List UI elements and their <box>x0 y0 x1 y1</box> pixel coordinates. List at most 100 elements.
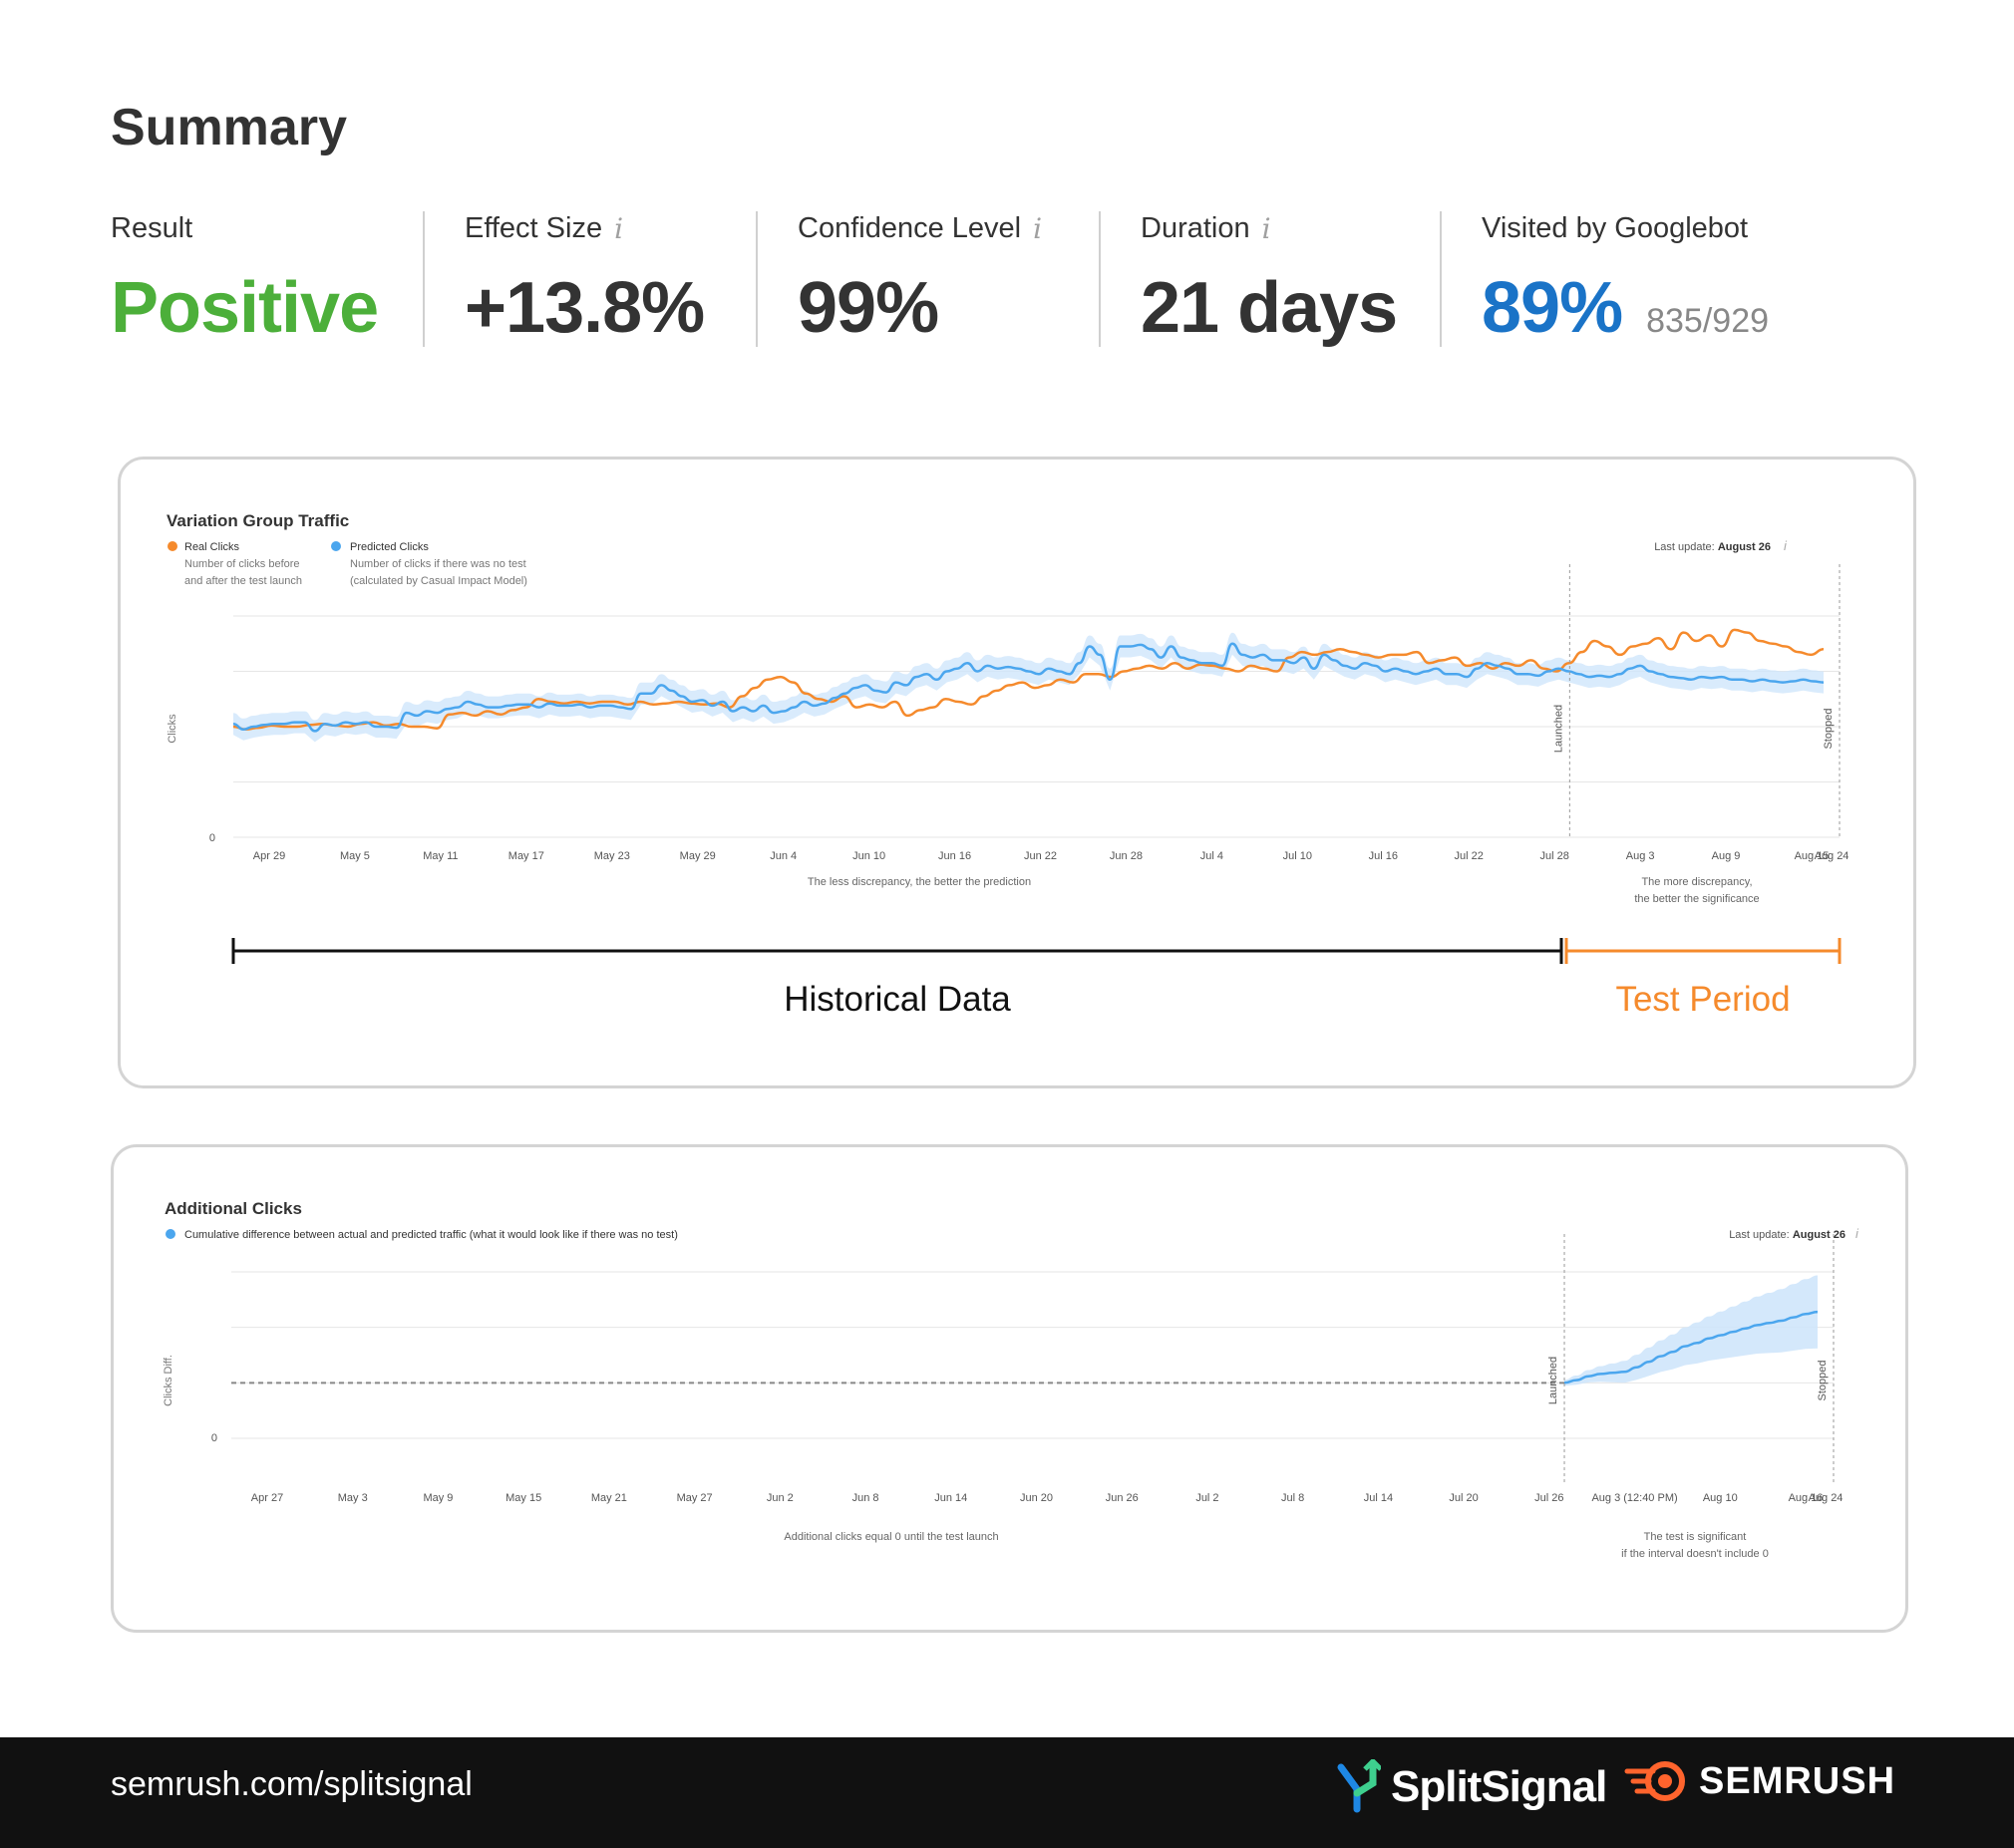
additional-clicks-card: Additional Clicks Cumulative difference … <box>111 1144 1908 1633</box>
metric-googlebot: Visited by Googlebot 89% 835/929 <box>1482 212 1769 348</box>
duration-value: 21 days <box>1141 268 1398 348</box>
x-tick-label: Apr 27 <box>251 1492 283 1504</box>
x-tick-label: May 29 <box>680 850 716 862</box>
note-discrepancy: the better the significance <box>1634 893 1759 905</box>
googlebot-count: 835/929 <box>1646 302 1770 340</box>
divider <box>1099 211 1101 347</box>
metric-duration: Duration i 21 days <box>1141 212 1398 348</box>
semrush-icon <box>1624 1761 1685 1801</box>
chart-title: Additional Clicks <box>165 1199 302 1218</box>
x-tick-label: Aug 16 <box>1789 1492 1824 1504</box>
footer: semrush.com/splitsignal SplitSignal SEMR… <box>0 1737 2014 1848</box>
x-tick-label: Jul 10 <box>1283 850 1312 862</box>
info-icon[interactable]: i <box>614 212 624 245</box>
metric-result: Result Positive <box>111 212 379 348</box>
info-icon[interactable]: i <box>1784 538 1788 553</box>
x-tick-label: Jun 8 <box>852 1492 879 1504</box>
x-tick-label: Jul 22 <box>1455 850 1484 862</box>
x-tick-label: Aug 10 <box>1703 1492 1738 1504</box>
last-update: Last update: August 26 <box>1729 1229 1846 1241</box>
confidence-value: 99% <box>798 268 939 348</box>
divider <box>756 211 758 347</box>
x-tick-label: May 17 <box>508 850 544 862</box>
result-value: Positive <box>111 268 379 348</box>
x-tick-label: May 3 <box>338 1492 368 1504</box>
x-tick-label: Jul 16 <box>1369 850 1398 862</box>
legend-real-name: Real Clicks <box>184 541 240 553</box>
x-tick-label: Jul 26 <box>1534 1492 1563 1504</box>
x-tick-label: May 21 <box>591 1492 627 1504</box>
y-zero-label: 0 <box>211 1432 217 1444</box>
y-zero-label: 0 <box>209 832 215 844</box>
googlebot-label: Visited by Googlebot <box>1482 212 1749 244</box>
info-icon[interactable]: i <box>1855 1226 1859 1241</box>
x-tick-label: May 27 <box>677 1492 713 1504</box>
x-tick-label: Aug 3 (12:40 PM) <box>1591 1492 1677 1504</box>
x-tick-label: Aug 24 <box>1809 1492 1844 1504</box>
x-tick-label: Jun 2 <box>767 1492 794 1504</box>
note-prediction: The less discrepancy, the better the pre… <box>808 876 1031 888</box>
info-icon[interactable]: i <box>1261 212 1271 245</box>
effect-size-label: Effect Size <box>465 212 603 244</box>
note-significant: The test is significant <box>1644 1531 1747 1543</box>
y-axis-label: Clicks Diff. <box>163 1355 174 1406</box>
note-significant: if the interval doesn't include 0 <box>1621 1548 1769 1560</box>
x-tick-label: Jun 28 <box>1110 850 1143 862</box>
x-tick-label: Jun 22 <box>1024 850 1057 862</box>
cumulative-legend-dot <box>166 1229 175 1239</box>
legend-cumulative: Cumulative difference between actual and… <box>184 1229 678 1241</box>
prediction-interval-band <box>233 632 1824 743</box>
x-tick-label: Aug 15 <box>1795 850 1830 862</box>
legend-pred-desc: (calculated by Casual Impact Model) <box>350 575 527 587</box>
x-tick-label: Jul 28 <box>1539 850 1568 862</box>
x-tick-label: Jun 16 <box>938 850 971 862</box>
historical-data-label: Historical Data <box>784 980 1011 1019</box>
note-zero: Additional clicks equal 0 until the test… <box>784 1531 998 1543</box>
info-icon[interactable]: i <box>1033 212 1043 245</box>
divider <box>1440 211 1442 347</box>
historical-bracket <box>231 938 1563 964</box>
x-tick-label: Jun 4 <box>770 850 797 862</box>
x-tick-label: Jun 10 <box>852 850 885 862</box>
divider <box>423 211 425 347</box>
legend-pred-name: Predicted Clicks <box>350 541 429 553</box>
real-clicks-line <box>232 628 1825 732</box>
note-discrepancy: The more discrepancy, <box>1641 876 1752 888</box>
launched-label: Launched <box>1547 1357 1559 1404</box>
cumulative-difference-line <box>1563 1310 1819 1385</box>
x-tick-label: Jul 14 <box>1364 1492 1393 1504</box>
page-title: Summary <box>111 99 347 156</box>
x-tick-label: Jun 26 <box>1106 1492 1139 1504</box>
x-tick-label: Jul 8 <box>1281 1492 1304 1504</box>
launched-label: Launched <box>1552 705 1564 753</box>
variation-traffic-chart: Variation Group Traffic Real Clicks Numb… <box>167 511 1848 1019</box>
x-tick-label: May 23 <box>594 850 630 862</box>
googlebot-value: 89% <box>1482 268 1623 348</box>
test-period-bracket <box>1564 938 1842 964</box>
predicted-clicks-line <box>232 642 1825 733</box>
legend-real-desc: and after the test launch <box>184 575 302 587</box>
x-tick-label: Aug 9 <box>1712 850 1741 862</box>
additional-clicks-chart: Additional Clicks Cumulative difference … <box>163 1199 1859 1560</box>
metric-confidence: Confidence Level i 99% <box>798 212 1042 348</box>
effect-size-value: +13.8% <box>465 268 705 348</box>
x-tick-label: Jul 2 <box>1195 1492 1218 1504</box>
test-period-label: Test Period <box>1615 980 1790 1019</box>
x-tick-label: Jul 20 <box>1449 1492 1478 1504</box>
x-tick-label: May 5 <box>340 850 370 862</box>
footer-url[interactable]: semrush.com/splitsignal <box>111 1765 473 1803</box>
y-axis-label: Clicks <box>167 714 178 744</box>
confidence-interval-band <box>1564 1275 1818 1386</box>
last-update: Last update: August 26 <box>1654 541 1771 553</box>
chart-title: Variation Group Traffic <box>167 511 349 530</box>
variation-traffic-card: Variation Group Traffic Real Clicks Numb… <box>118 457 1916 1088</box>
splitsignal-logo: SplitSignal <box>1333 1759 1607 1815</box>
x-tick-label: Jul 4 <box>1200 850 1223 862</box>
splitsignal-wordmark: SplitSignal <box>1391 1762 1607 1811</box>
stopped-label: Stopped <box>1823 709 1835 750</box>
legend-real-desc: Number of clicks before <box>184 558 300 570</box>
x-tick-label: Aug 3 <box>1626 850 1655 862</box>
semrush-wordmark: SEMRUSH <box>1699 1759 1896 1802</box>
result-label: Result <box>111 212 193 244</box>
metric-effect-size: Effect Size i +13.8% <box>465 212 705 348</box>
